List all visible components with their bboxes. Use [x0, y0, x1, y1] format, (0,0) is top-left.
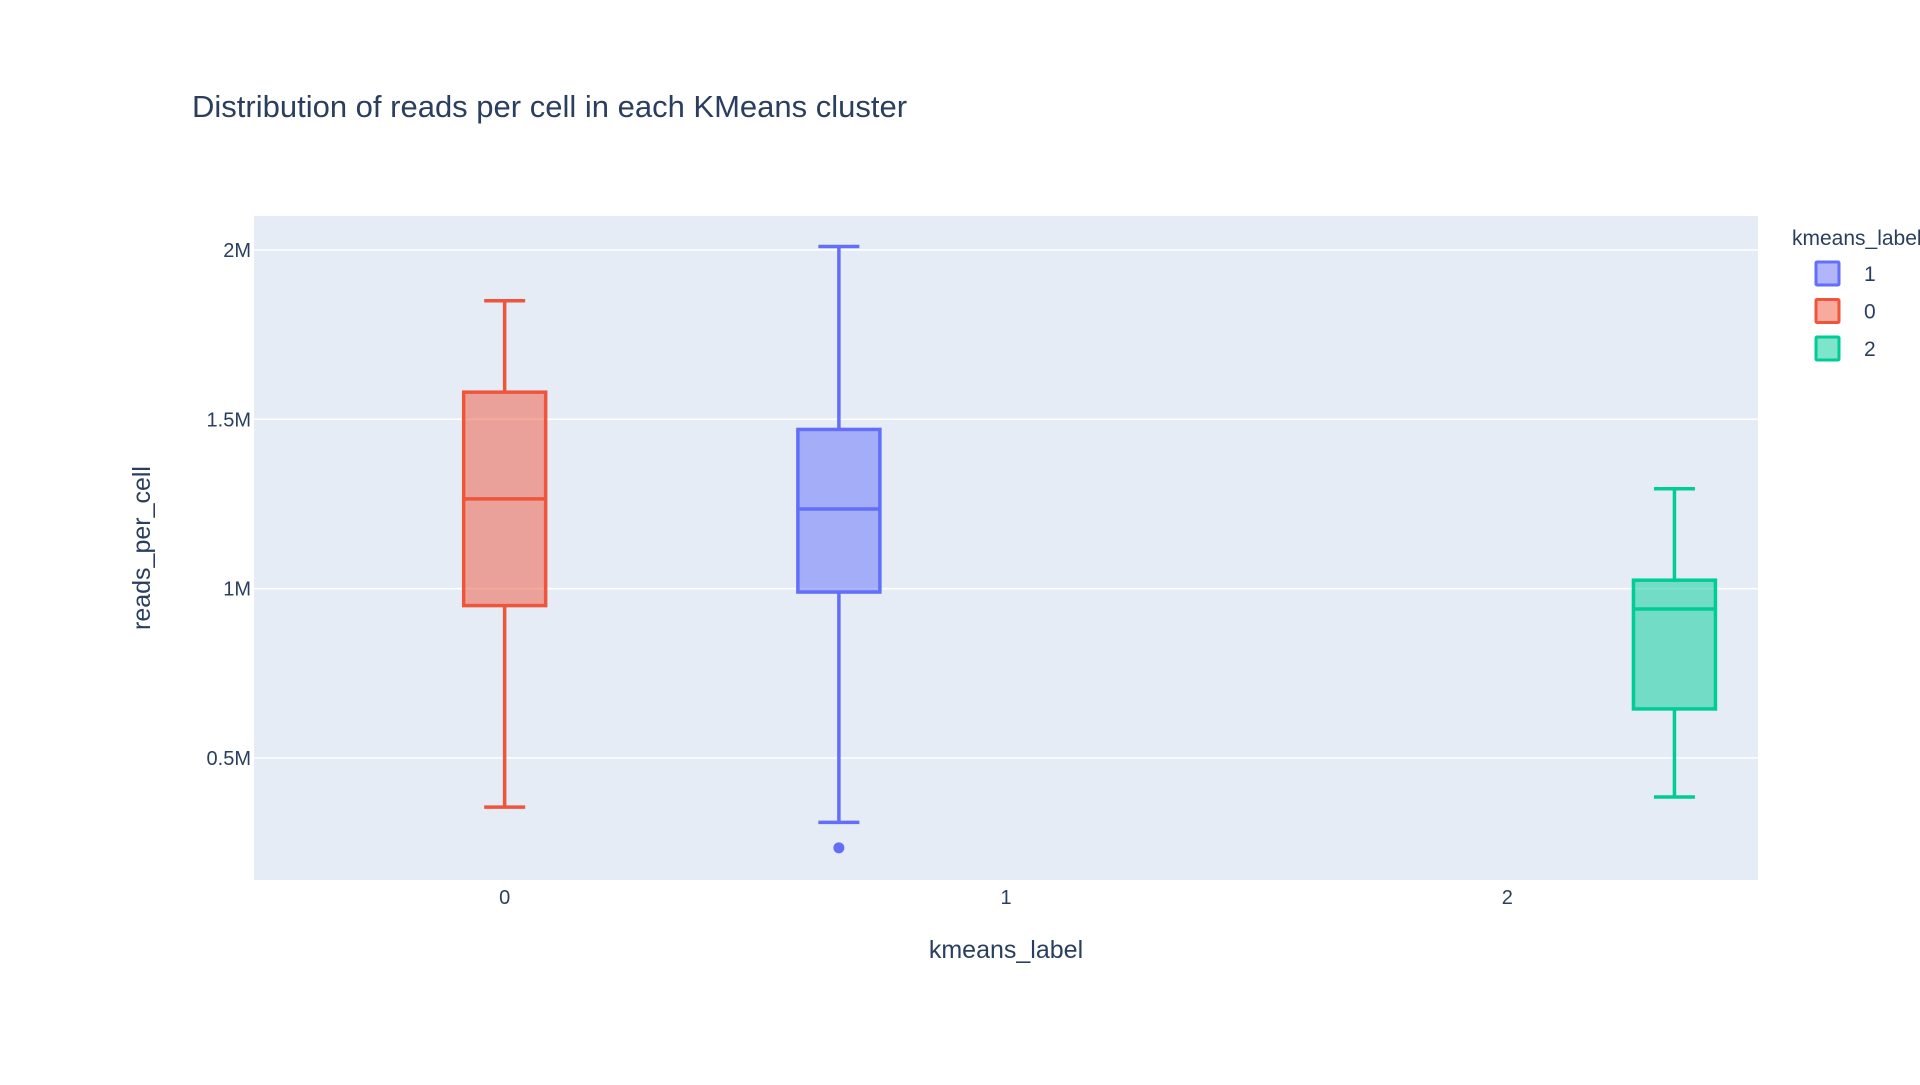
y-tick-label: 0.5M — [207, 748, 251, 770]
y-tick-label: 1M — [223, 579, 251, 601]
chart-title: Distribution of reads per cell in each K… — [192, 89, 907, 124]
legend-label: 1 — [1864, 263, 1876, 286]
x-axis-title: kmeans_label — [929, 936, 1083, 964]
x-axis-ticks: 0 1 2 — [499, 887, 1513, 909]
legend-swatch — [1814, 335, 1841, 362]
legend-swatch — [1814, 298, 1841, 324]
outlier-point — [833, 842, 845, 854]
legend-item-0: 0 — [1814, 298, 1876, 324]
y-tick-label: 2M — [223, 240, 251, 262]
legend-label: 0 — [1864, 301, 1876, 324]
y-tick-label: 1.5M — [207, 409, 251, 431]
legend-swatch — [1814, 260, 1841, 287]
y-axis-title: reads_per_cell — [128, 466, 156, 630]
boxes — [461, 244, 1718, 854]
x-tick-label: 0 — [499, 887, 510, 909]
legend-items: 1 0 2 — [1814, 260, 1876, 362]
x-tick-label: 2 — [1502, 887, 1513, 909]
box-series-1 — [796, 244, 882, 854]
iqr-box — [1631, 578, 1718, 711]
x-tick-label: 1 — [1000, 887, 1011, 909]
legend-item-1: 1 — [1814, 260, 1876, 287]
box-series-0 — [461, 298, 548, 809]
legend: kmeans_label 1 0 2 — [1792, 227, 1920, 362]
legend-label: 2 — [1864, 338, 1876, 361]
legend-title: kmeans_label — [1792, 227, 1920, 250]
box-series-2 — [1631, 486, 1718, 799]
legend-item-2: 2 — [1814, 335, 1876, 362]
y-axis-ticks: 0.5M 1M 1.5M 2M — [207, 240, 251, 770]
